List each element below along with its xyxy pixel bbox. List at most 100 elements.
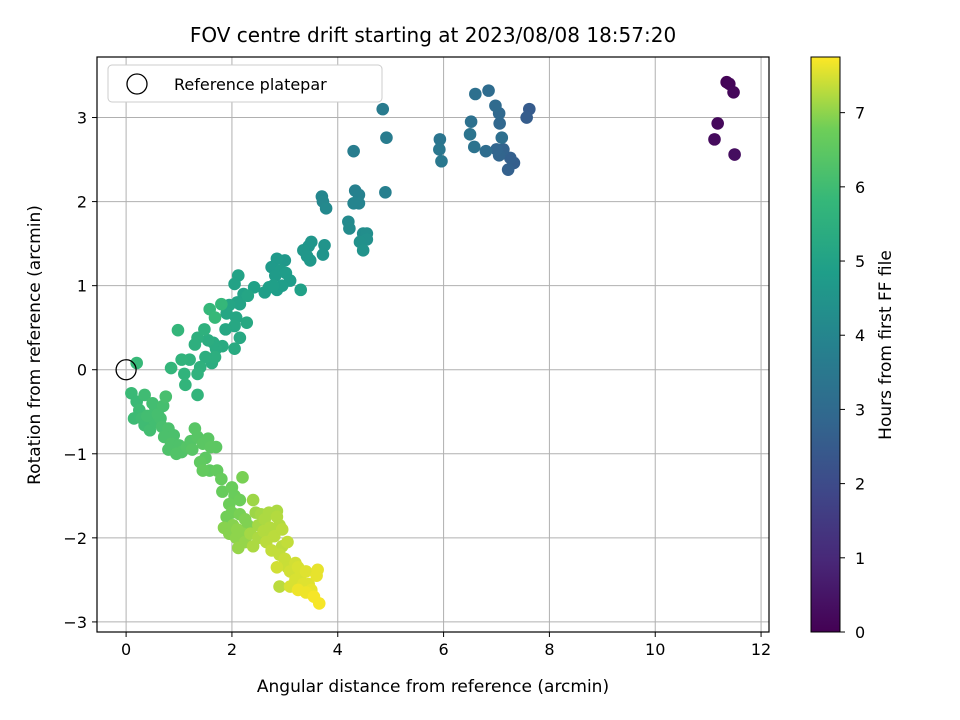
x-tick-label: 6 <box>438 640 448 659</box>
y-axis-ticks: −3 −2 −1 0 1 2 3 <box>63 109 97 632</box>
scatter-point <box>171 323 185 337</box>
scatter-point <box>467 140 481 154</box>
scatter-point <box>228 277 241 291</box>
scatter-point <box>269 269 282 282</box>
scatter-point <box>146 397 159 410</box>
y-tick-label: −2 <box>63 529 87 548</box>
scatter-point <box>433 133 447 146</box>
colorbar-gradient <box>810 56 841 633</box>
scatter-point <box>170 447 183 461</box>
scatter-point <box>130 356 143 370</box>
scatter-point <box>191 367 204 381</box>
scatter-point <box>196 464 210 477</box>
legend-box <box>107 64 383 103</box>
scatter-point <box>316 248 330 261</box>
scatter-point <box>711 117 724 130</box>
scatter-point <box>495 131 509 145</box>
scatter-point <box>198 323 211 336</box>
y-tick-label: 0 <box>77 361 87 380</box>
scatter-point <box>262 281 276 294</box>
scatter-point <box>379 186 392 199</box>
scatter-point <box>199 350 212 364</box>
scatter-point <box>275 523 289 536</box>
colorbar: 0 1 2 3 4 5 6 7 Hours from first FF file <box>810 56 896 642</box>
scatter-point <box>231 541 245 555</box>
scatter-point <box>233 493 247 507</box>
legend: Reference platepar <box>107 64 383 103</box>
x-tick-label: 2 <box>227 640 237 659</box>
colorbar-tick-label: 5 <box>855 252 865 271</box>
scatter-point <box>380 131 393 145</box>
x-tick-label: 4 <box>333 640 343 659</box>
scatter-point <box>435 154 448 168</box>
scatter-point <box>188 338 202 351</box>
scatter-point <box>236 471 249 484</box>
x-axis-label: Angular distance from reference (arcmin) <box>257 677 609 697</box>
scatter-point <box>240 316 254 329</box>
y-tick-label: 1 <box>77 277 87 296</box>
x-tick-label: 12 <box>751 640 771 659</box>
scatter-point <box>479 144 493 158</box>
scatter-point <box>159 390 173 403</box>
scatter-point <box>228 342 241 356</box>
scatter-point <box>233 331 247 345</box>
scatter-point <box>463 128 477 141</box>
gridlines <box>97 57 769 632</box>
scatter-point <box>208 311 222 324</box>
scatter-point <box>376 102 390 116</box>
scatter-point <box>208 350 222 364</box>
chart-title: FOV centre drift starting at 2023/08/08 … <box>190 23 676 47</box>
scatter-point <box>311 563 324 577</box>
scatter-point <box>490 143 503 156</box>
scatter-point <box>708 133 721 146</box>
colorbar-tick-label: 6 <box>855 178 865 197</box>
scatter-point <box>727 86 740 99</box>
y-tick-label: 3 <box>77 109 87 128</box>
scatter-point <box>728 148 741 161</box>
colorbar-tick-label: 3 <box>855 400 865 419</box>
y-tick-label: −1 <box>63 445 87 464</box>
scatter-point <box>273 580 286 593</box>
scatter-point <box>482 84 495 97</box>
scatter-point <box>356 244 370 257</box>
scatter-point <box>343 222 356 235</box>
reference-point <box>115 359 137 381</box>
x-axis-ticks: 0 2 4 6 8 10 12 <box>121 632 771 659</box>
scatter-point <box>347 196 360 210</box>
scatter-point <box>312 597 326 610</box>
scatter-point <box>215 297 228 311</box>
scatter-point <box>520 111 533 124</box>
scatter-point <box>294 283 308 297</box>
scatter-point <box>299 565 313 578</box>
scatter-point <box>140 409 154 423</box>
scatter-point <box>270 560 284 574</box>
scatter-point <box>191 388 204 402</box>
x-tick-label: 10 <box>645 640 665 659</box>
scatter-point <box>215 472 228 486</box>
scatter-point <box>469 87 482 101</box>
scatter-point <box>204 440 218 454</box>
colorbar-tick-label: 2 <box>855 475 865 494</box>
scatter-point <box>489 99 502 113</box>
scatter-point <box>230 523 244 536</box>
y-axis-label: Rotation from reference (arcmin) <box>25 205 45 485</box>
colorbar-label: Hours from first FF file <box>876 250 896 440</box>
reference-marker <box>115 359 137 381</box>
scatter-point <box>347 144 360 158</box>
plot-frame <box>96 56 770 633</box>
scatter-point <box>179 378 192 392</box>
x-tick-label: 0 <box>121 640 131 659</box>
scatter-point <box>493 117 506 130</box>
scatter-point <box>175 353 188 366</box>
legend-label: Reference platepar <box>174 75 327 94</box>
y-tick-label: 2 <box>77 193 87 212</box>
scatter-point <box>164 361 178 375</box>
scatter-point <box>178 367 191 381</box>
scatter-point <box>233 297 247 311</box>
scatter-point <box>246 539 260 553</box>
scatter-point <box>246 493 260 507</box>
scatter-points <box>125 75 741 610</box>
colorbar-tick-label: 4 <box>855 326 865 345</box>
scatter-point <box>433 143 446 156</box>
